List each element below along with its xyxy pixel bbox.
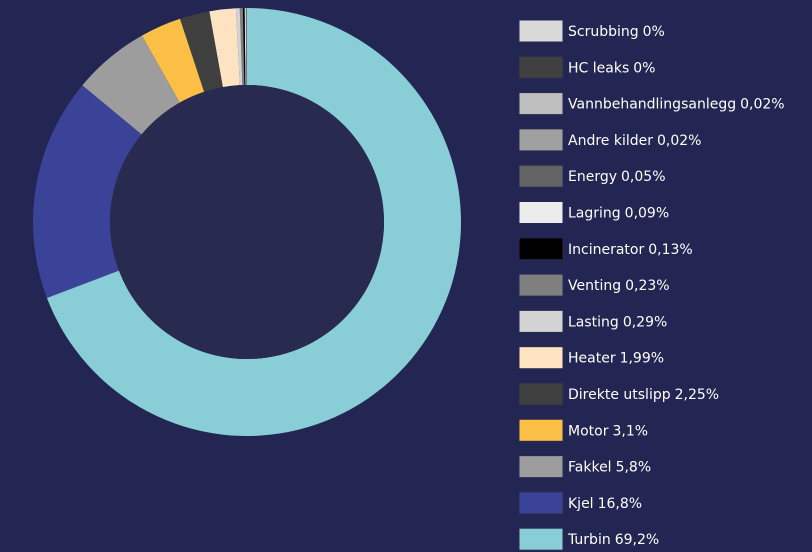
legend-value: 0,13% (648, 242, 692, 258)
legend-name: Incinerator (568, 242, 644, 258)
slice (235, 8, 243, 86)
legend-name: HC leaks (568, 60, 629, 76)
slice (32, 85, 142, 299)
legend-name: Motor (568, 423, 609, 439)
legend-label: HC leaks 0% (568, 60, 655, 76)
legend-swatch (518, 273, 564, 297)
legend-swatch (518, 92, 564, 116)
legend-swatch (518, 491, 564, 515)
legend-swatch (518, 164, 564, 188)
legend-name: Energy (568, 169, 617, 185)
legend-value: 0,09% (625, 206, 669, 222)
legend-label: Incinerator 0,13% (568, 242, 693, 258)
legend-name: Kjel (568, 496, 594, 512)
legend-value: 0,05% (621, 169, 665, 185)
legend-name: Fakkel (568, 460, 612, 476)
legend-label: Vannbehandlingsanlegg 0,02% (568, 97, 785, 113)
legend-value: 0,29% (623, 314, 667, 330)
legend-swatch (518, 237, 564, 261)
legend-label: Turbin 69,2% (567, 532, 659, 548)
legend-value: 0% (633, 60, 655, 76)
legend-name: Lasting (568, 314, 619, 330)
legend-value: 2,25% (675, 387, 719, 403)
legend-swatch (518, 418, 564, 442)
legend-label: Kjel 16,8% (568, 496, 642, 512)
legend-label: Fakkel 5,8% (568, 460, 651, 476)
donut-hole (110, 85, 384, 359)
slice (245, 8, 247, 86)
slice (239, 8, 245, 86)
slice (242, 8, 246, 86)
legend-name: Heater (568, 351, 616, 367)
legend-label: Direkte utslipp 2,25% (568, 387, 719, 403)
slice (244, 8, 247, 86)
legend-value: 0,23% (625, 278, 669, 294)
slice (141, 18, 205, 103)
legend-name: Scrubbing (568, 24, 639, 40)
legend-label: Energy 0,05% (568, 169, 666, 185)
legend-swatch (518, 19, 564, 43)
legend-label: Heater 1,99% (568, 351, 664, 367)
legend-swatch (518, 382, 564, 406)
legend-name: Direkte utslipp (568, 387, 671, 403)
legend-swatch (518, 527, 564, 551)
legend-swatch (518, 201, 564, 224)
legend-value: 1,99% (620, 351, 664, 367)
legend-name: Turbin (567, 532, 611, 548)
legend-swatch (518, 55, 564, 79)
legend-label: Motor 3,1% (568, 423, 648, 439)
legend-value: 69,2% (615, 532, 659, 548)
legend-value: 0% (643, 24, 665, 40)
legend-name: Vannbehandlingsanlegg (568, 97, 736, 113)
legend-swatch (518, 128, 564, 152)
legend-name: Andre kilder (568, 133, 653, 149)
legend-label: Andre kilder 0,02% (568, 133, 701, 149)
legend-label: Venting 0,23% (568, 278, 670, 294)
legend-value: 0,02% (740, 97, 784, 113)
slice (46, 8, 462, 437)
legend-swatch (518, 455, 564, 479)
legend-name: Venting (568, 278, 621, 294)
slice (179, 11, 223, 92)
slice (209, 8, 240, 88)
legend-swatch (518, 309, 564, 333)
legend-name: Lagring (568, 206, 621, 222)
slice (82, 35, 180, 135)
legend-label: Lasting 0,29% (568, 314, 667, 330)
legend-value: 3,1% (612, 423, 648, 439)
legend-label: Lagring 0,09% (568, 206, 669, 222)
legend-value: 0,02% (657, 133, 701, 149)
legend-label: Scrubbing 0% (568, 24, 665, 40)
legend-value: 5,8% (616, 460, 652, 476)
legend-value: 16,8% (598, 496, 642, 512)
legend-swatch (518, 346, 564, 370)
